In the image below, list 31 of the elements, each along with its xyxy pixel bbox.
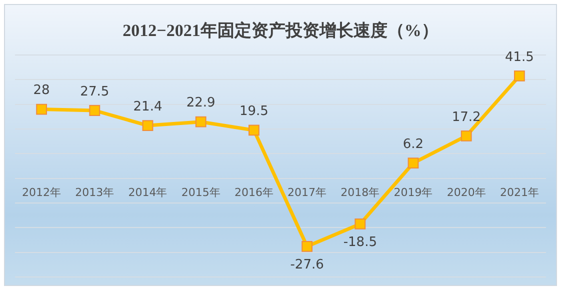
- x-tick-label: 2014年: [128, 186, 168, 199]
- point: [36, 104, 47, 115]
- x-tick-label: 2020年: [446, 186, 486, 199]
- x-tick-label: 2021年: [500, 186, 539, 199]
- x-tick-label: 2013年: [75, 186, 114, 199]
- data-label: 27.5: [80, 84, 110, 100]
- x-tick-label: 2019年: [394, 186, 433, 199]
- point: [460, 130, 472, 142]
- data-label: 28: [33, 83, 50, 98]
- point: [302, 240, 312, 252]
- data-label: 17.2: [452, 110, 481, 125]
- data-label: 19.5: [239, 104, 268, 120]
- point: [142, 120, 154, 131]
- data-label: 22.9: [186, 96, 216, 111]
- x-tick-label: 2016年: [234, 186, 274, 199]
- data-label: 21.4: [133, 99, 162, 114]
- x-tick-label: 2018年: [340, 186, 380, 199]
- point: [195, 116, 206, 128]
- point: [354, 218, 366, 230]
- point: [408, 158, 419, 168]
- point: [514, 70, 525, 82]
- data-label: -27.6: [290, 257, 324, 272]
- point: [89, 105, 100, 116]
- data-label: -18.5: [343, 234, 377, 250]
- data-label: 41.5: [504, 50, 534, 65]
- x-tick-label: 2017年: [288, 186, 327, 199]
- data-label: 6.2: [402, 136, 424, 152]
- x-tick-label: 2012年: [22, 186, 62, 199]
- x-tick-label: 2015年: [181, 186, 220, 199]
- point: [248, 124, 260, 136]
- chart-title: 2012−2021年固定资产投资增长速度（%）: [122, 20, 440, 42]
